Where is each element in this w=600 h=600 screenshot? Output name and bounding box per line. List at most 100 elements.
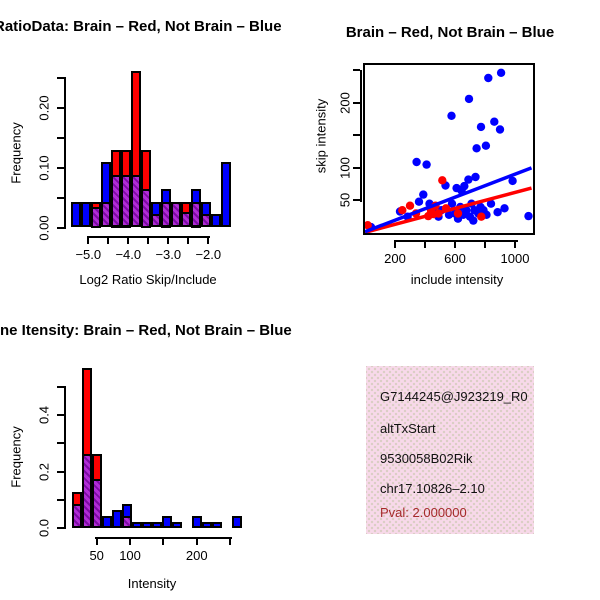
histogram-bar-blue <box>211 522 222 529</box>
scatter-point-not-brain <box>481 141 491 150</box>
x-axis-tick <box>162 537 165 545</box>
x-axis-tick <box>394 240 396 248</box>
y-axis-tick <box>57 442 64 445</box>
scatter-title: Brain – Red, Not Brain – Blue <box>345 24 555 41</box>
regression-line-fit-not-brain <box>365 166 533 233</box>
scatter-point-not-brain <box>412 157 421 167</box>
y-axis-tick <box>57 136 64 139</box>
y-tick-label: 0.00 <box>36 214 52 241</box>
y-axis-tick <box>352 166 360 169</box>
scatter-point-not-brain <box>469 216 478 225</box>
scatter-point-not-brain <box>471 172 480 182</box>
y-axis-tick <box>57 76 64 79</box>
y-axis-tick <box>352 69 360 72</box>
histogram-overlap-bar <box>81 454 92 529</box>
y-tick-label: 100 <box>337 157 353 179</box>
scatter-point-not-brain <box>464 175 473 184</box>
y-tick-label: 0.10 <box>36 154 52 181</box>
intensity-hist-xlabel: Intensity <box>127 576 177 591</box>
scatter-point-not-brain <box>524 211 533 221</box>
y-axis-tick <box>57 166 64 169</box>
x-axis-tick <box>147 236 150 244</box>
x-axis-tick <box>229 537 232 545</box>
histogram-bar-blue <box>111 509 122 529</box>
x-tick-label: −3.0 <box>155 247 182 262</box>
histogram-overlap-bar <box>190 201 201 228</box>
histogram-bar-blue <box>141 522 152 529</box>
panel-intensity-histogram: Gene Itensity: Brain – Red, Not Brain – … <box>0 300 300 600</box>
y-axis-tick <box>57 499 64 501</box>
histogram-bar-blue <box>201 522 212 529</box>
histogram-overlap-bar <box>150 214 161 228</box>
histogram-bar-blue <box>191 516 202 529</box>
scatter-point-not-brain <box>496 68 506 77</box>
x-tick-label: −2.0 <box>195 247 222 262</box>
y-axis <box>64 385 66 530</box>
gene-probe-id: G7144245@J923219_R0 <box>380 389 528 404</box>
histogram-overlap-bar <box>140 188 151 228</box>
panel-intensity-scatter: Brain – Red, Not Brain – Blue skip inten… <box>300 0 600 300</box>
x-axis-tick <box>424 240 426 248</box>
intensity-hist-title: Gene Itensity: Brain – Red, Not Brain – … <box>0 322 292 339</box>
x-tick-label: −5.0 <box>75 247 102 262</box>
x-axis-tick <box>484 240 486 248</box>
panel-ratio-histogram: RatioData: Brain – Red, Not Brain – Blue… <box>0 0 300 300</box>
x-tick-label: 200 <box>384 251 406 266</box>
scatter-point-not-brain <box>490 117 499 126</box>
x-axis-tick <box>87 236 90 244</box>
panel-gene-info: G7144245@J923219_R0 altTxStart 9530058B0… <box>300 300 600 600</box>
scatter-point-not-brain <box>464 94 474 104</box>
scatter-point-not-brain <box>462 206 471 215</box>
scatter-point-brain <box>398 206 407 215</box>
scatter-point-not-brain <box>422 160 431 169</box>
gene-locus: chr17.10826–2.10 <box>380 481 485 496</box>
scatter-canvas <box>365 68 533 233</box>
histogram-bar-blue <box>231 516 242 529</box>
scatter-point-not-brain <box>414 197 424 206</box>
histogram-bar-blue <box>220 162 231 228</box>
gene-symbol: 9530058B02Rik <box>380 451 473 466</box>
y-axis-tick <box>352 199 360 202</box>
histogram-bar-blue <box>101 516 112 529</box>
scatter-point-brain <box>453 209 463 218</box>
histogram-overlap-bar <box>121 516 132 529</box>
histogram-bar-blue <box>70 201 81 228</box>
scatter-point-brain <box>365 221 372 230</box>
y-tick-label: 0.20 <box>36 94 52 121</box>
x-axis-tick <box>514 240 516 248</box>
scatter-point-not-brain <box>495 125 505 134</box>
x-axis-tick <box>95 537 98 545</box>
histogram-bar-blue <box>161 516 172 529</box>
scatter-point-not-brain <box>472 144 481 153</box>
intensity-hist-ylabel: Frequency <box>8 426 24 488</box>
x-axis-tick <box>127 236 130 244</box>
histogram-overlap-bar <box>110 175 121 228</box>
y-axis-tick <box>57 527 64 530</box>
gene-event-type: altTxStart <box>380 421 436 436</box>
x-tick-label: −4.0 <box>115 247 142 262</box>
histogram-overlap-bar <box>100 201 111 228</box>
x-axis-tick <box>187 236 190 244</box>
histogram-overlap-bar <box>71 503 82 529</box>
y-axis-tick <box>352 101 360 104</box>
x-axis-tick <box>207 236 210 244</box>
y-axis <box>359 70 362 202</box>
y-axis-tick <box>57 470 64 473</box>
x-tick-label: 100 <box>119 548 141 563</box>
y-tick-label: 0.2 <box>36 462 52 481</box>
scatter-point-brain <box>405 201 415 210</box>
y-axis-tick <box>57 106 64 109</box>
scatter-point-not-brain <box>484 73 493 83</box>
gene-pval: Pval: 2.000000 <box>380 505 467 520</box>
scatter-point-not-brain <box>447 111 456 120</box>
x-axis-tick <box>454 240 456 248</box>
histogram-bar-blue <box>171 522 182 529</box>
ratio-hist-ylabel: Frequency <box>8 122 24 184</box>
scatter-point-not-brain <box>476 122 486 132</box>
scatter-xlabel: include intensity <box>410 272 504 287</box>
y-axis <box>64 76 66 229</box>
ratio-hist-title: RatioData: Brain – Red, Not Brain – Blue <box>0 18 282 35</box>
regression-line-fit-brain <box>365 186 532 233</box>
x-axis-tick <box>107 236 110 244</box>
